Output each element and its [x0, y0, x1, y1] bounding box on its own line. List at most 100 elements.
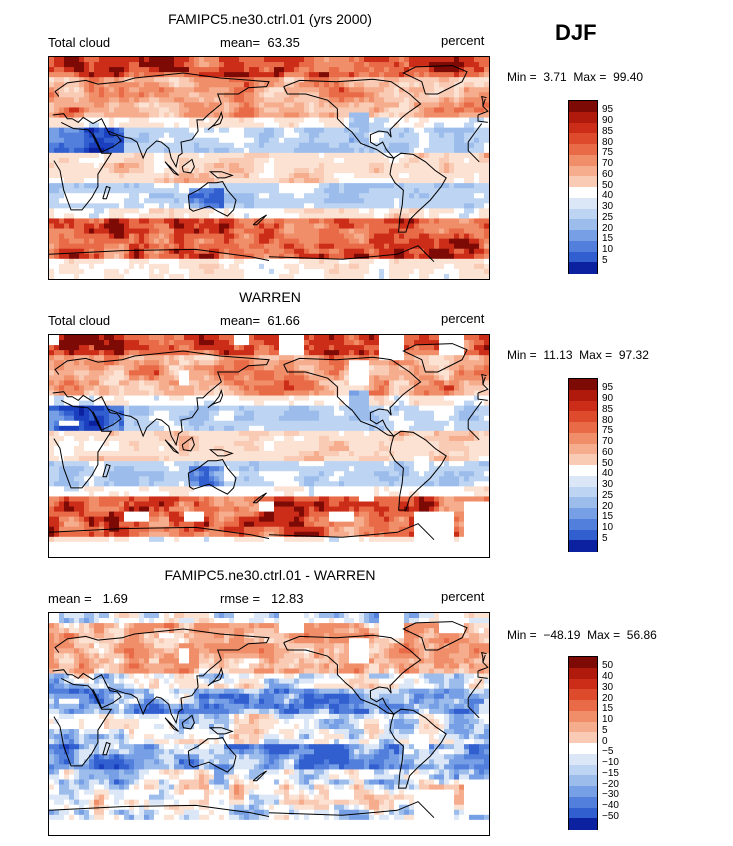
coastline — [208, 449, 234, 457]
colorbar-swatch — [569, 475, 597, 487]
coastline — [52, 628, 489, 725]
panel2-min-value: 11.13 — [543, 348, 573, 362]
colorbar-tick-label: 95 — [602, 382, 614, 394]
coastline — [283, 634, 422, 715]
coastline — [102, 463, 111, 478]
colorbar-swatch — [569, 454, 597, 466]
colorbar-tick-label: 60 — [602, 168, 614, 180]
colorbar-swatch — [569, 486, 597, 498]
colorbar-swatch — [569, 721, 597, 733]
colorbar-tick-label: 0 — [602, 735, 608, 747]
colorbar-swatch — [569, 732, 597, 744]
coastline — [252, 492, 267, 504]
coastline — [252, 214, 267, 226]
colorbar-swatch — [569, 667, 597, 679]
colorbar-swatch — [569, 689, 597, 701]
colorbar-tick-label: 15 — [602, 703, 614, 715]
colorbar-swatch — [569, 775, 597, 787]
colorbar-swatch — [569, 240, 597, 252]
coastline — [389, 430, 447, 511]
colorbar-swatch — [569, 786, 597, 798]
coastline — [208, 727, 234, 735]
colorbar-swatch — [569, 540, 597, 552]
colorbar-tick-label: 90 — [602, 115, 614, 126]
coastline — [389, 708, 447, 789]
coastline — [283, 356, 422, 437]
colorbar-swatch — [569, 529, 597, 541]
panel3-rmse-label: rmse = 12.83 — [220, 591, 304, 606]
panel2-title: WARREN — [239, 289, 301, 305]
colorbar-tick-label: 70 — [602, 436, 614, 447]
colorbar-box — [568, 656, 598, 830]
colorbar-swatch — [569, 743, 597, 755]
panel2-mean-label: mean= 61.66 — [220, 313, 300, 328]
coastline — [49, 801, 435, 819]
coastline — [49, 245, 435, 263]
colorbar-swatch — [569, 154, 597, 166]
coastline — [49, 523, 435, 541]
colorbar-swatch — [569, 432, 597, 444]
panel3-mean-value: 1.69 — [102, 591, 128, 606]
colorbar-tick-label: 25 — [602, 489, 614, 501]
colorbar-swatch — [569, 122, 597, 134]
colorbar-swatch — [569, 443, 597, 455]
colorbar-tick-label: 20 — [602, 222, 614, 234]
colorbar-tick-label: 15 — [602, 511, 614, 523]
coastline — [102, 185, 111, 200]
coastline — [207, 388, 224, 409]
coastline — [53, 677, 483, 767]
colorbar-tick-label: 10 — [602, 714, 614, 725]
colorbar-swatch — [569, 518, 597, 530]
colorbar-swatch — [569, 101, 597, 113]
panel1-variable-label: Total cloud — [48, 35, 111, 50]
colorbar-swatch — [569, 411, 597, 423]
colorbar-tick-label: 75 — [602, 425, 614, 437]
colorbar-tick-label: 40 — [602, 468, 614, 480]
colorbar-tick-label: 90 — [602, 393, 614, 404]
panel3-max-value: 56.86 — [626, 628, 657, 642]
coastline — [283, 78, 422, 159]
coastline — [187, 737, 237, 773]
colorbar-tick-label: 80 — [602, 414, 614, 426]
panel1-max-value: 99.40 — [613, 70, 644, 84]
colorbar-swatch — [569, 497, 597, 509]
colorbar-tick-label: 20 — [602, 500, 614, 512]
coastline — [481, 95, 487, 107]
colorbar-swatch — [569, 379, 597, 391]
panel3-rmse-value: 12.83 — [270, 591, 304, 606]
colorbar-swatch — [569, 197, 597, 209]
colorbar-swatch — [569, 710, 597, 722]
panel2-variable-label: Total cloud — [48, 313, 111, 328]
panel3-mean-label: mean = 1.69 — [48, 591, 128, 606]
coastline — [481, 373, 487, 385]
colorbar-swatch — [569, 508, 597, 520]
coastline — [52, 72, 489, 169]
colorbar-tick-label: −5 — [602, 746, 614, 758]
colorbar-swatch — [569, 262, 597, 274]
colorbar-tick-label: 25 — [602, 211, 614, 223]
colorbar-tick-label: 60 — [602, 446, 614, 458]
colorbar-swatch — [569, 753, 597, 765]
coastline — [102, 741, 111, 756]
coastline — [207, 110, 224, 131]
colorbar-swatch — [569, 796, 597, 808]
panel1-minmax: Min = 3.71 Max = 99.40 — [507, 70, 644, 84]
panel1-mean-label: mean= 63.35 — [220, 35, 300, 50]
colorbar-swatch — [569, 133, 597, 145]
panel2-minmax: Min = 11.13 Max = 97.32 — [507, 348, 649, 362]
colorbar-box — [568, 100, 598, 274]
colorbar-swatch — [569, 807, 597, 819]
panel3-map — [48, 612, 490, 836]
colorbar-swatch — [569, 208, 597, 220]
coastline — [53, 399, 483, 489]
season-label: DJF — [555, 20, 597, 45]
colorbar-tick-label: 75 — [602, 147, 614, 159]
panel3-minmax: Min = −48.19 Max = 56.86 — [507, 628, 657, 642]
coastline — [164, 161, 179, 176]
panel2-units: percent — [441, 311, 485, 326]
panel2-map — [48, 334, 490, 558]
panel1-mean-value: 63.35 — [267, 35, 300, 50]
colorbar-tick-label: 50 — [602, 660, 614, 672]
colorbar-swatch — [569, 111, 597, 123]
panel1-title: FAMIPC5.ne30.ctrl.01 (yrs 2000) — [168, 11, 372, 27]
